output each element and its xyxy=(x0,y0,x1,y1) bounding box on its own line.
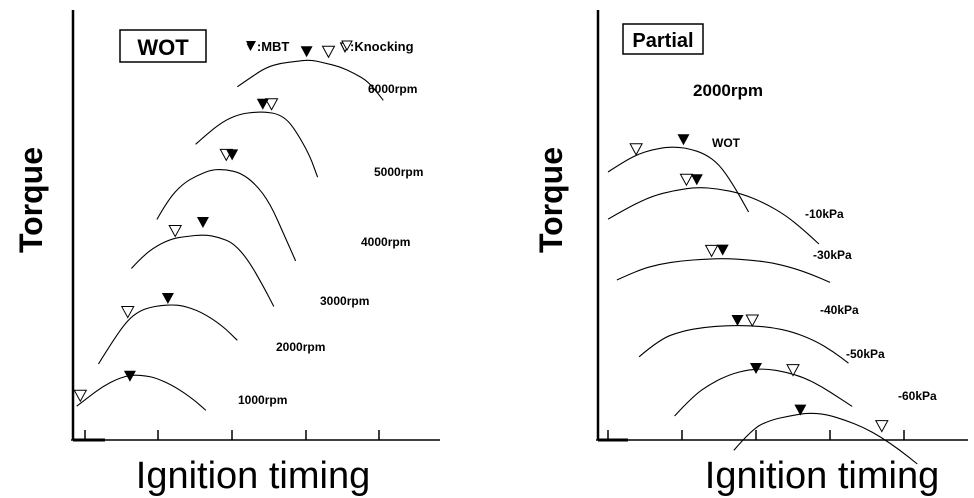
wot-mbt-marker xyxy=(123,370,136,382)
partial-series-label: -50kPa xyxy=(846,347,885,361)
wot-mbt-marker xyxy=(226,149,239,161)
wot-series-line xyxy=(76,374,207,411)
wot-title: WOT xyxy=(137,35,189,60)
wot-knocking-marker xyxy=(73,389,88,403)
wot-series-line xyxy=(236,59,384,101)
wot-series-label: 5000rpm xyxy=(374,165,423,179)
partial-mbt-marker xyxy=(750,363,762,374)
wot-title-box xyxy=(119,29,207,63)
legend-knocking-marker xyxy=(341,40,353,52)
wot-mbt-marker xyxy=(196,216,209,228)
partial-series-line xyxy=(638,325,849,364)
wot-series-label: 3000rpm xyxy=(320,294,369,308)
wot-panel: WOT ▼:MBT ▽:Knocking Torque Ignition tim… xyxy=(13,10,440,497)
plot-layer: 1000rpm 2000rpm 3000rpm 4000rpm 5000rpm 6000r… xyxy=(73,40,937,465)
partial-mbt-marker xyxy=(677,134,690,146)
partial-panel: Partial 2000rpm Torque Ignition timing xyxy=(533,10,968,497)
legend-mbt: ▼:MBT xyxy=(244,39,289,54)
partial-mbt-marker xyxy=(690,174,703,186)
partial-knocking-marker xyxy=(679,173,694,187)
partial-mbt-marker xyxy=(794,404,807,416)
partial-knocking-marker xyxy=(704,244,719,258)
wot-series-label: 6000rpm xyxy=(368,82,417,96)
partial-series-label: -10kPa xyxy=(805,207,844,221)
wot-mbt-marker xyxy=(161,293,174,305)
partial-x-axis-label: Ignition timing xyxy=(705,455,939,497)
partial-title: Partial xyxy=(632,30,693,52)
partial-series-line xyxy=(616,258,831,283)
partial-knocking-marker xyxy=(629,143,643,156)
partial-knocking-marker xyxy=(874,420,889,433)
wot-mbt-marker xyxy=(300,46,313,58)
partial-series-label: WOT xyxy=(712,136,741,150)
wot-knocking-marker xyxy=(321,45,336,59)
wot-knocking-marker xyxy=(264,98,279,111)
partial-title-box xyxy=(622,23,704,55)
legend-mbt-marker xyxy=(246,41,256,50)
wot-series-line xyxy=(156,169,297,262)
partial-series-label: -60kPa xyxy=(898,389,937,403)
wot-series-line xyxy=(130,234,275,307)
wot-knocking-marker xyxy=(168,224,183,238)
partial-series-line xyxy=(607,187,820,245)
partial-y-axis-label: Torque xyxy=(533,147,569,253)
wot-series-label: 2000rpm xyxy=(276,340,325,354)
partial-series-line xyxy=(607,146,750,213)
partial-series-line xyxy=(674,368,853,417)
partial-mbt-marker xyxy=(731,315,744,326)
partial-series-label: -30kPa xyxy=(813,248,852,262)
wot-mbt-marker xyxy=(256,98,269,110)
wot-series-label: 4000rpm xyxy=(361,235,410,249)
wot-y-axis-label: Torque xyxy=(13,147,49,253)
partial-knocking-marker xyxy=(745,314,760,328)
partial-series-label: -40kPa xyxy=(820,303,859,317)
wot-knocking-marker xyxy=(120,306,135,319)
wot-series-line xyxy=(98,304,238,365)
wot-series-line xyxy=(195,111,319,178)
partial-knocking-marker xyxy=(786,364,800,377)
partial-series-line xyxy=(733,412,918,465)
partial-mbt-marker xyxy=(716,244,729,256)
wot-x-axis-label: Ignition timing xyxy=(136,455,370,497)
wot-series-label: 1000rpm xyxy=(238,393,287,407)
legend-knocking: ▽:Knocking xyxy=(339,39,414,54)
partial-subtitle: 2000rpm xyxy=(693,81,763,100)
